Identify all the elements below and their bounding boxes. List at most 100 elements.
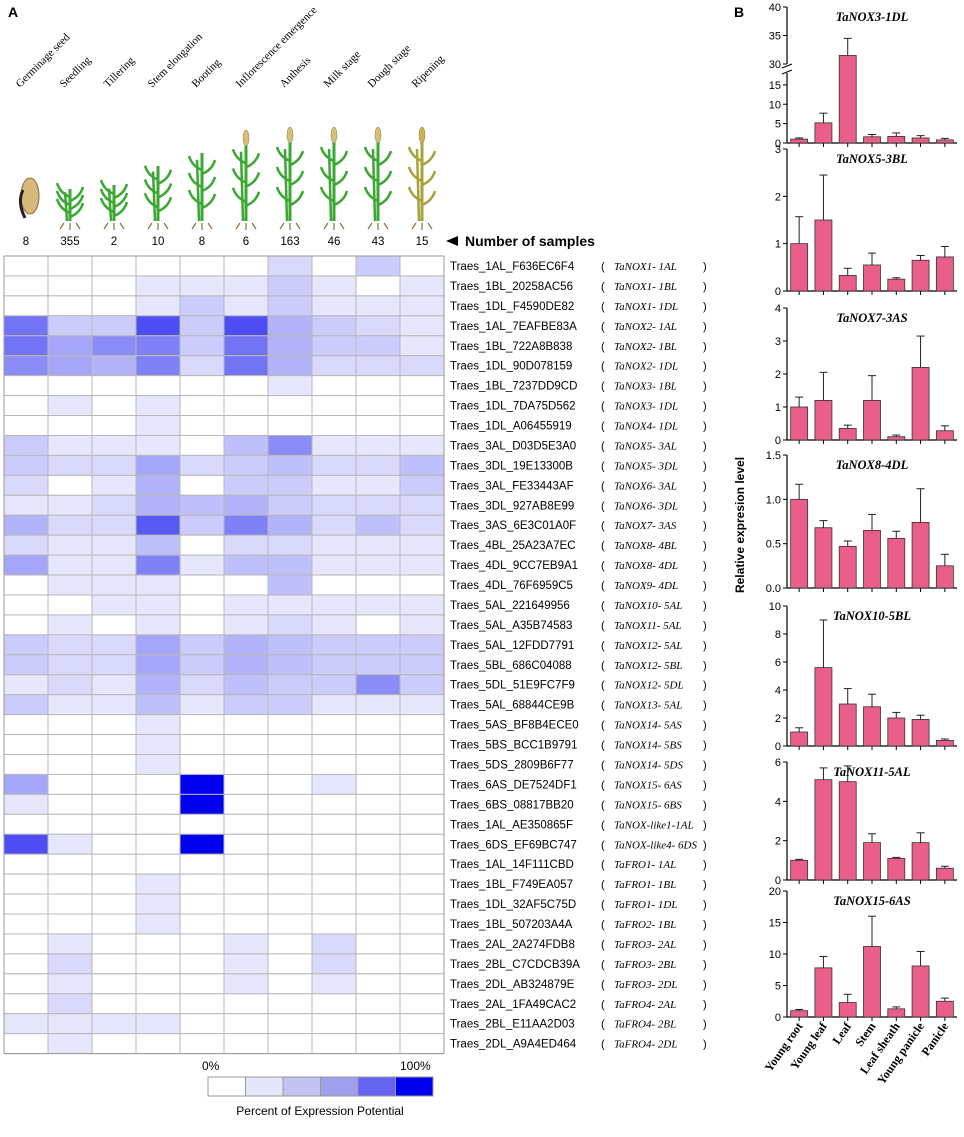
row-paren-close: ) — [703, 640, 707, 652]
heatmap-cell — [311, 295, 357, 317]
heatmap-cell — [223, 275, 269, 297]
bar — [935, 430, 954, 441]
heatmap-cell — [267, 893, 313, 915]
heatmap-cell — [311, 514, 357, 536]
row-paren-close: ) — [703, 321, 707, 333]
heatmap-cell — [3, 474, 49, 496]
heatmap-cell — [267, 255, 313, 277]
stage-label: Tillering — [102, 54, 138, 90]
heatmap-cell — [135, 375, 181, 397]
heatmap-cell — [91, 494, 137, 516]
heatmap-cell — [47, 474, 93, 496]
heatmap-cell — [267, 933, 313, 955]
sample-count: 8 — [23, 236, 29, 248]
bar — [814, 967, 833, 1018]
heatmap-cell — [179, 654, 225, 676]
heatmap-cell — [267, 754, 313, 775]
heatmap-cell — [135, 793, 181, 815]
bar — [790, 1010, 809, 1018]
heatmap-cell — [355, 694, 401, 716]
row-gene-label: TaNOX14- 5DS — [614, 760, 683, 772]
bar — [790, 498, 809, 589]
heatmap-cell — [355, 953, 401, 975]
row-paren-close: ) — [703, 401, 707, 413]
row-paren-close: ) — [703, 779, 707, 791]
sample-count: 15 — [416, 236, 429, 248]
sample-count: 355 — [60, 236, 79, 248]
heatmap-cell — [399, 873, 445, 895]
bar — [814, 399, 833, 441]
heatmap-cell — [3, 594, 49, 616]
heatmap-cell — [91, 674, 137, 696]
heatmap-cell — [3, 1033, 49, 1055]
panel-b-label: B — [734, 4, 744, 20]
heatmap-cell — [223, 933, 269, 955]
heatmap-cell — [223, 873, 269, 895]
heatmap-cell — [267, 674, 313, 696]
heatmap-cell — [267, 953, 313, 975]
heatmap-cell — [399, 933, 445, 955]
row-paren-open: ( — [601, 740, 605, 752]
row-paren-close: ) — [703, 301, 707, 313]
heatmap-cell — [91, 734, 137, 755]
heatmap-cell — [47, 973, 93, 995]
row-paren-open: ( — [601, 361, 605, 373]
heatmap-cell — [311, 275, 357, 297]
bar — [838, 703, 857, 747]
bar — [911, 719, 930, 747]
row-gene-label: TaFRO4- 2BL — [614, 1019, 676, 1031]
heatmap-cell — [91, 554, 137, 576]
stage-label: Dough stage — [366, 42, 414, 90]
row-gene-label: TaFRO1- 1BL — [614, 879, 676, 891]
row-paren-open: ( — [601, 720, 605, 732]
legend-min-label: 0% — [202, 1059, 220, 1073]
heatmap-cell — [179, 913, 225, 935]
sample-count: 43 — [372, 236, 385, 248]
row-id-label: Traes_3AL_D03D5E3A0 — [450, 440, 576, 452]
row-id-label: Traes_1BL_507203A4A — [450, 919, 573, 931]
row-paren-open: ( — [601, 381, 605, 393]
row-paren-open: ( — [601, 660, 605, 672]
heatmap-cell — [223, 395, 269, 417]
heatmap-cell — [47, 913, 93, 935]
heatmap-cell — [3, 275, 49, 297]
heatmap-cell — [47, 594, 93, 616]
y-axis-label: Relative expresion level — [733, 457, 747, 593]
bar — [814, 219, 833, 292]
y-tick-label: 2 — [775, 836, 781, 848]
heatmap-border — [3, 255, 445, 1055]
heatmap-cell — [223, 694, 269, 716]
sample-count: 10 — [152, 236, 165, 248]
row-id-label: Traes_6BS_08817BB20 — [450, 799, 574, 811]
heatmap-cell — [3, 754, 49, 775]
heatmap-cell — [91, 754, 137, 775]
heatmap-cell — [355, 295, 401, 317]
row-gene-label: TaFRO3- 2DL — [614, 979, 677, 991]
row-id-label: Traes_1DL_7DA75D562 — [450, 401, 576, 413]
heatmap-cell — [223, 1033, 269, 1055]
row-gene-label: TaNOX15- 6BS — [614, 799, 682, 811]
bar — [790, 731, 809, 747]
row-id-label: Traes_5AL_12FDD7791 — [450, 640, 574, 652]
heatmap-cell — [179, 454, 225, 476]
heatmap-cell — [91, 594, 137, 616]
y-tick-label: 2 — [775, 191, 781, 203]
heatmap-cell — [3, 514, 49, 536]
row-id-label: Traes_3DL_927AB8E99 — [450, 500, 574, 512]
row-gene-label: TaNOX-like1-1AL — [614, 819, 694, 831]
heatmap-cell — [355, 813, 401, 835]
heatmap-cell — [223, 893, 269, 915]
legend-swatch — [357, 1076, 396, 1097]
row-id-label: Traes_6DS_EF69BC747 — [450, 839, 577, 851]
heatmap-cell — [311, 734, 357, 755]
heatmap-cell — [179, 574, 225, 596]
row-id-label: Traes_2DL_A9A4ED464 — [450, 1039, 577, 1051]
heatmap-cell — [355, 454, 401, 476]
heatmap-cell — [135, 993, 181, 1015]
heatmap-cell — [91, 315, 137, 337]
heatmap-cell — [355, 674, 401, 696]
row-gene-label: TaNOX-like4- 6DS — [614, 839, 698, 851]
heatmap-cell — [311, 494, 357, 516]
heatmap-cell — [135, 853, 181, 875]
heatmap-cell — [311, 355, 357, 377]
